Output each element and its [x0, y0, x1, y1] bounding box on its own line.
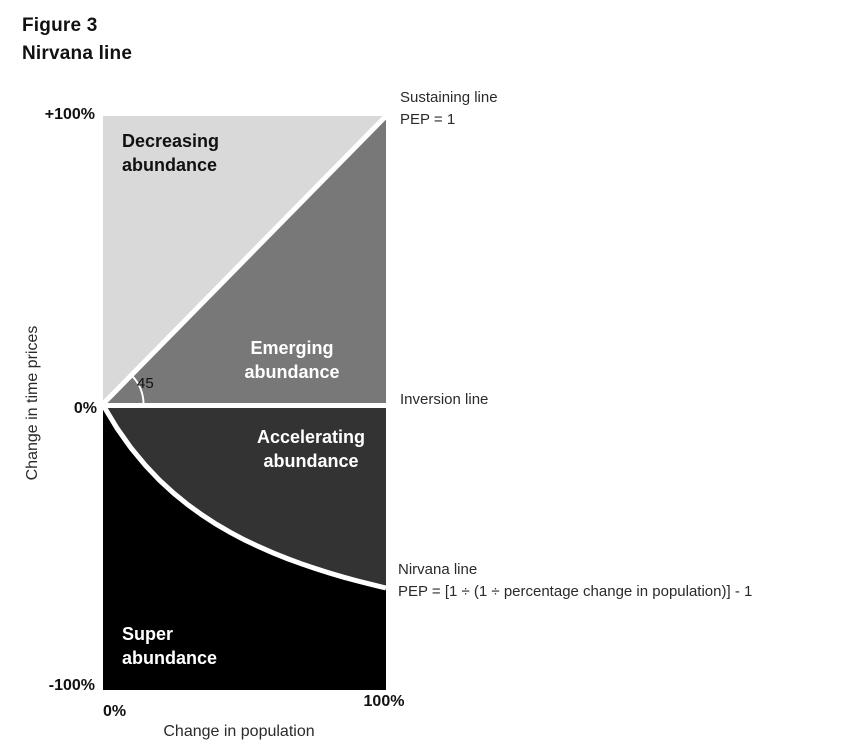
x-tick-100: 100%	[363, 693, 405, 710]
y-tick-plus-100: +100%	[44, 106, 95, 123]
y-tick-minus-100: -100%	[48, 677, 95, 694]
inversion-line-annotation: Inversion line	[400, 391, 489, 408]
angle-45-label: 45	[137, 375, 154, 392]
accelerating-abundance-region	[103, 404, 386, 588]
x-tick-zero: 0%	[103, 703, 127, 720]
sustaining-line-annotation: Sustaining line PEP = 1	[400, 89, 498, 128]
x-axis-title: Change in population	[163, 723, 315, 740]
nirvana-line-annotation: Nirvana line PEP = [1 ÷ (1 ÷ percentage …	[398, 561, 753, 600]
nirvana-line	[100, 403, 387, 591]
emerging-abundance-label: Emerging abundance	[244, 338, 340, 382]
accelerating-abundance-label: Accelerating abundance	[256, 427, 366, 471]
angle-arc	[130, 374, 145, 405]
figure-name: Nirvana line	[22, 43, 133, 64]
super-abundance-label: Super abundance	[122, 624, 218, 668]
y-axis-title: Change in time prices	[24, 325, 41, 481]
decreasing-abundance-label: Decreasing abundance	[122, 131, 220, 175]
sustaining-line	[101, 114, 388, 406]
figure-label: Figure 3	[22, 15, 98, 36]
figure-title-block: Figure 3 Nirvana line	[22, 12, 132, 68]
y-tick-zero: 0%	[73, 400, 97, 417]
